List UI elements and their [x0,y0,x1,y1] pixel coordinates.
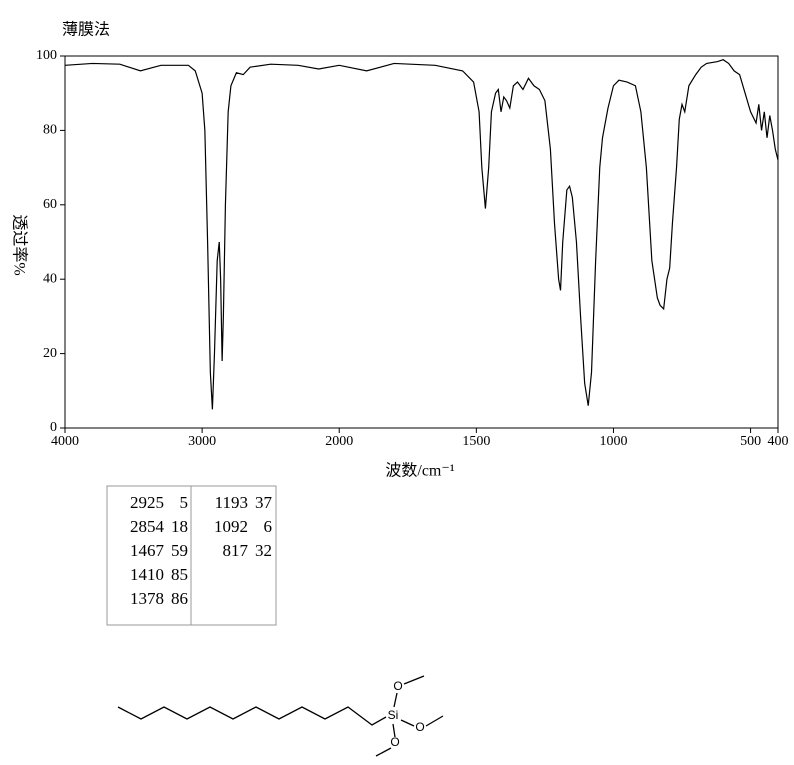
bond [425,715,444,727]
y-axis-label: 透过率% [10,214,28,275]
x-tick-label: 1000 [599,434,627,449]
x-tick-label: 3000 [188,434,216,449]
atom-label: Si [388,708,399,722]
x-tick-label: 1500 [462,434,490,449]
y-tick-label: 60 [43,197,57,212]
peak-wavenumber: 2854 [130,517,165,536]
peak-wavenumber: 1092 [214,517,248,536]
peak-transmittance: 85 [171,565,188,584]
peak-wavenumber: 1378 [130,589,164,608]
alkyl-chain [117,706,387,726]
peak-transmittance: 32 [255,541,272,560]
y-tick-label: 80 [43,123,57,138]
peak-transmittance: 86 [171,589,188,608]
bond [393,692,398,708]
peak-transmittance: 18 [171,517,188,536]
peak-transmittance: 6 [264,517,273,536]
peak-wavenumber: 817 [223,541,249,560]
y-tick-label: 40 [43,271,57,286]
y-tick-label: 20 [43,346,57,361]
spectrum-line [64,59,779,410]
peak-wavenumber: 1193 [215,493,248,512]
bond [375,747,392,757]
atom-label: O [390,735,399,749]
x-tick-label: 400 [768,434,789,449]
x-axis-label: 波数/cm⁻¹ [385,462,454,480]
y-tick-label: 100 [36,48,57,63]
x-tick-label: 500 [740,434,761,449]
atom-label: O [415,720,424,734]
peak-wavenumber: 2925 [130,493,164,512]
x-tick-label: 4000 [51,434,79,449]
peak-transmittance: 5 [180,493,189,512]
peak-wavenumber: 1410 [130,565,164,584]
bond [403,675,425,685]
plot-frame [64,55,779,429]
x-tick-label: 2000 [325,434,353,449]
y-tick-label: 0 [50,420,57,435]
atom-label: O [393,679,402,693]
peak-wavenumber: 1467 [130,541,165,560]
peak-transmittance: 37 [255,493,273,512]
bond [400,719,415,727]
molecule [117,675,444,757]
peak-transmittance: 59 [171,541,188,560]
chart-title: 薄膜法 [62,21,110,39]
bond [392,723,396,738]
